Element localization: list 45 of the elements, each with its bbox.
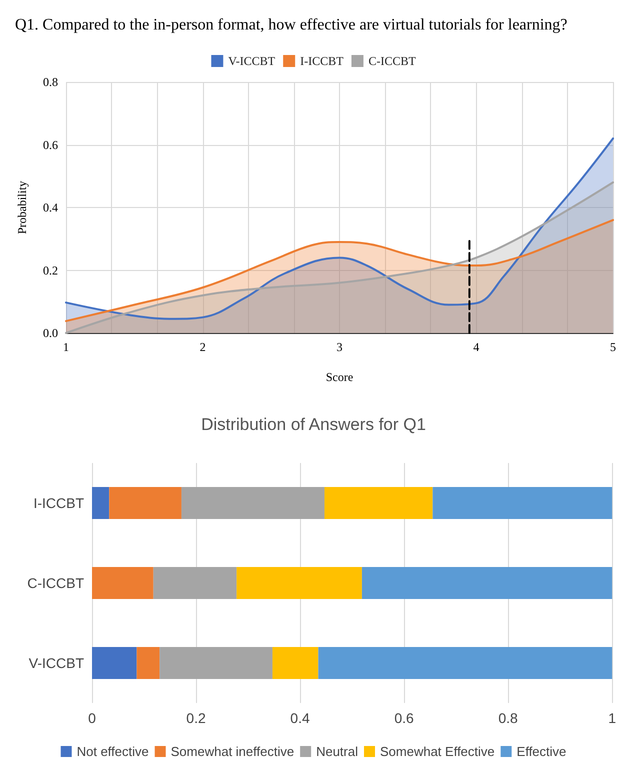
x-tick-label: 0.2 [186, 710, 206, 726]
y-tick-label: I-ICCBT [33, 495, 84, 511]
bar [92, 487, 110, 519]
legend-label: V-ICCBT [228, 54, 276, 68]
legend-label: Not effective [76, 744, 149, 759]
x-axis-title: Score [326, 370, 354, 384]
bar [136, 647, 160, 679]
y-axis-title: Probability [15, 180, 29, 234]
y-tick-label: V-ICCBT [28, 655, 84, 671]
legend-label: Effective [516, 744, 566, 759]
x-tick-label: 3 [336, 340, 342, 354]
bar [153, 567, 237, 599]
y-tick-label: 0.4 [43, 200, 58, 214]
bar [362, 567, 612, 599]
chart-title: Distribution of Answers for Q1 [201, 415, 426, 434]
bar [324, 487, 433, 519]
x-tick-label: 1 [608, 710, 616, 726]
bar [109, 487, 182, 519]
bar [318, 647, 612, 679]
x-tick-label: 1 [63, 340, 69, 354]
y-tick-label: C-ICCBT [27, 575, 84, 591]
y-tick-label: 0.8 [43, 75, 58, 89]
x-tick-label: 0.8 [498, 710, 518, 726]
legend-label: C-ICCBT [368, 54, 416, 68]
bar [92, 567, 154, 599]
y-tick-label: 0.0 [43, 326, 58, 340]
chart-title: Q1. Compared to the in-person format, how effective are virtual tutorials for learning? [15, 16, 568, 34]
legend-label: Somewhat Effective [380, 744, 495, 759]
x-tick-label: 0.4 [290, 710, 310, 726]
bar [181, 487, 324, 519]
legend-label: Neutral [316, 744, 358, 759]
bar [160, 647, 272, 679]
x-tick-label: 5 [610, 340, 616, 354]
bar [92, 647, 137, 679]
bar [236, 567, 362, 599]
bar [272, 647, 318, 679]
x-tick-label: 0 [88, 710, 96, 726]
y-tick-label: 0.6 [43, 138, 58, 152]
x-tick-label: 4 [473, 340, 480, 354]
legend-label: I-ICCBT [300, 54, 344, 68]
x-tick-label: 0.6 [394, 710, 414, 726]
x-tick-label: 2 [200, 340, 206, 354]
legend-label: Somewhat ineffective [170, 744, 294, 759]
y-tick-label: 0.2 [43, 263, 58, 278]
bar [432, 487, 612, 519]
